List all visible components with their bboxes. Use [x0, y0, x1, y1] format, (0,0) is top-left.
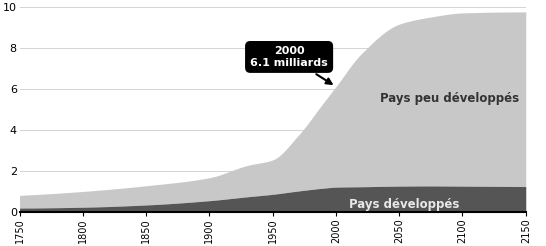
Text: Pays développés: Pays développés — [348, 198, 459, 211]
Text: Pays peu développés: Pays peu développés — [380, 92, 519, 106]
Text: 2000
6.1 milliards: 2000 6.1 milliards — [250, 46, 331, 84]
